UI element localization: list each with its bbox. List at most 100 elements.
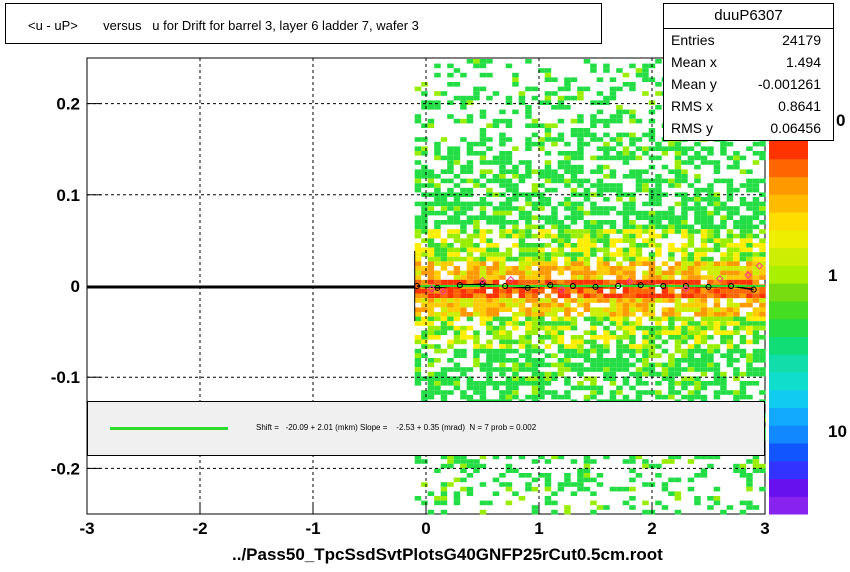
- heatmap-cell: [453, 252, 461, 257]
- heatmap-cell: [479, 289, 487, 294]
- heatmap-cell: [681, 174, 688, 179]
- heatmap-cell: [525, 381, 532, 386]
- heatmap-cell: [603, 146, 610, 151]
- heatmap-cell: [557, 307, 565, 312]
- heatmap-cell: [473, 307, 480, 312]
- heatmap-cell: [551, 238, 558, 243]
- heatmap-cell: [544, 132, 552, 138]
- heatmap-cell: [570, 261, 578, 266]
- heatmap-cell: [460, 463, 467, 469]
- heatmap-cell: [655, 252, 662, 257]
- heatmap-cell: [681, 358, 688, 363]
- heatmap-cell: [739, 339, 747, 345]
- heatmap-cell: [557, 270, 565, 276]
- heatmap-cell: [518, 238, 526, 243]
- heatmap-cell: [447, 72, 454, 78]
- heatmap-cell: [752, 358, 760, 363]
- heatmap-cell: [694, 362, 701, 368]
- heatmap-cell: [700, 353, 708, 358]
- heatmap-cell: [746, 238, 753, 243]
- heatmap-cell: [609, 381, 617, 386]
- heatmap-cell: [739, 353, 747, 358]
- heatmap-cell: [622, 210, 630, 216]
- heatmap-cell: [473, 215, 480, 220]
- heatmap-cell: [414, 496, 422, 501]
- heatmap-cell: [583, 270, 591, 276]
- heatmap-cell: [629, 169, 636, 174]
- heatmap-cell: [466, 160, 474, 165]
- heatmap-cell: [460, 247, 467, 253]
- heatmap-cell: [739, 500, 747, 506]
- heatmap-cell: [694, 390, 701, 395]
- heatmap-cell: [681, 293, 688, 299]
- heatmap-cell: [551, 330, 558, 335]
- heatmap-cell: [713, 233, 721, 239]
- heatmap-cell: [726, 307, 734, 312]
- heatmap-cell: [616, 367, 623, 372]
- heatmap-cell: [746, 477, 753, 483]
- heatmap-cell: [466, 238, 474, 243]
- heatmap-cell: [421, 394, 428, 400]
- heatmap-cell: [668, 141, 675, 147]
- heatmap-cell: [460, 224, 467, 230]
- heatmap-cell: [557, 100, 565, 105]
- heatmap-cell: [544, 261, 552, 266]
- heatmap-cell: [609, 312, 617, 317]
- palette-band: [769, 247, 808, 266]
- heatmap-cell: [544, 169, 552, 174]
- heatmap-cell: [466, 491, 474, 496]
- heatmap-cell: [746, 206, 753, 211]
- heatmap-cell: [726, 183, 734, 188]
- heatmap-cell: [590, 358, 597, 363]
- heatmap-cell: [538, 252, 545, 257]
- heatmap-cell: [713, 238, 721, 243]
- heatmap-cell: [759, 307, 766, 312]
- heatmap-cell: [583, 358, 591, 363]
- heatmap-cell: [713, 486, 721, 492]
- heatmap-cell: [473, 298, 480, 303]
- heatmap-cell: [473, 86, 480, 92]
- heatmap-cell: [635, 316, 643, 322]
- heatmap-cell: [694, 339, 701, 345]
- heatmap-cell: [752, 233, 760, 239]
- heatmap-cell: [434, 247, 441, 253]
- heatmap-cell: [668, 210, 675, 216]
- heatmap-cell: [551, 289, 558, 294]
- heatmap-cell: [687, 367, 695, 372]
- heatmap-cell: [570, 316, 578, 322]
- heatmap-cell: [726, 279, 734, 285]
- heatmap-cell: [499, 473, 506, 478]
- heatmap-cell: [700, 261, 708, 266]
- heatmap-cell: [603, 339, 610, 345]
- heatmap-cell: [551, 298, 558, 303]
- heatmap-cell: [629, 330, 636, 335]
- heatmap-cell: [473, 348, 480, 354]
- heatmap-cell: [759, 468, 766, 473]
- heatmap-cell: [544, 100, 552, 105]
- heatmap-cell: [752, 321, 760, 326]
- heatmap-cell: [427, 390, 435, 395]
- heatmap-cell: [492, 454, 500, 460]
- heatmap-cell: [681, 385, 688, 391]
- heatmap-cell: [479, 367, 487, 372]
- heatmap-cell: [447, 229, 454, 234]
- heatmap-cell: [564, 183, 571, 188]
- heatmap-cell: [531, 362, 539, 368]
- heatmap-cell: [681, 307, 688, 312]
- heatmap-cell: [583, 468, 591, 473]
- heatmap-cell: [603, 174, 610, 179]
- heatmap-cell: [616, 114, 623, 119]
- heatmap-cell: [668, 252, 675, 257]
- heatmap-cell: [440, 137, 448, 142]
- heatmap-cell: [720, 385, 727, 391]
- heatmap-cell: [752, 206, 760, 211]
- heatmap-cell: [466, 289, 474, 294]
- heatmap-cell: [726, 302, 734, 308]
- heatmap-cell: [505, 289, 513, 294]
- heatmap-cell: [479, 500, 487, 506]
- heatmap-cell: [590, 63, 597, 69]
- heatmap-cell: [538, 224, 545, 230]
- heatmap-cell: [733, 325, 740, 331]
- heatmap-cell: [603, 233, 610, 239]
- heatmap-cell: [512, 229, 519, 234]
